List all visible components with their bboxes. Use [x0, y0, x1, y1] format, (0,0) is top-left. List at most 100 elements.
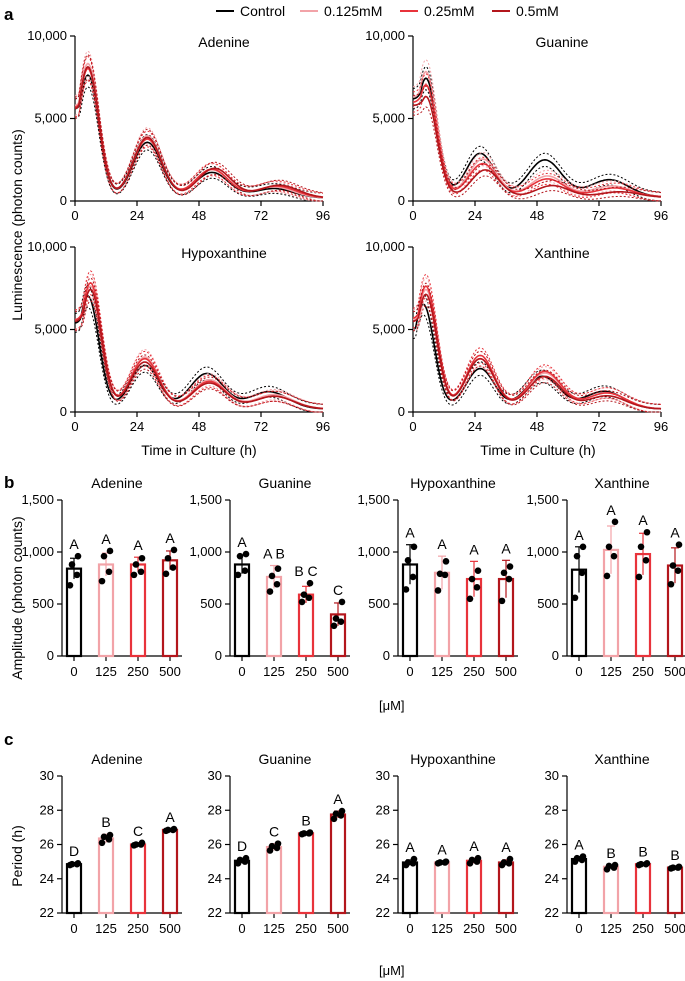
- luminescence-ylabel: Luminescence (photon counts): [9, 129, 25, 320]
- x-tick-label: 48: [192, 208, 206, 223]
- series-lower-band: [412, 300, 661, 413]
- data-point: [234, 571, 242, 579]
- data-point: [442, 558, 450, 565]
- significance-letter: A: [405, 525, 415, 541]
- data-point: [337, 618, 345, 625]
- y-tick-label: 1,500: [21, 492, 54, 507]
- unit-label-c: [μM]: [379, 963, 405, 978]
- y-tick-label: 1,500: [526, 492, 559, 507]
- series-upper-band: [74, 50, 323, 194]
- y-tick-label: 5,000: [34, 111, 67, 126]
- y-tick-label: 22: [40, 905, 54, 920]
- data-point: [436, 859, 444, 866]
- data-point: [410, 855, 418, 863]
- charts: 0 24 48 72 96 0 5,000 10,000 Adenine 0 24 48 72 96 0 5,…: [21, 28, 685, 936]
- chart-title: Adenine: [198, 34, 250, 50]
- data-point: [474, 854, 482, 862]
- data-point: [138, 554, 146, 562]
- y-tick-label: 30: [545, 768, 559, 783]
- x-tick-label: 24: [130, 208, 144, 223]
- data-point: [170, 825, 178, 833]
- period-chart-hypoxanthine: 22 24 26 28 30 Hypoxanthine 0 A 125 A 250 A 500 A: [376, 751, 518, 936]
- data-point: [468, 575, 476, 583]
- significance-letter: A: [405, 839, 415, 855]
- data-point: [74, 552, 82, 560]
- significance-letter: A: [606, 502, 616, 518]
- y-tick-label: 0: [47, 648, 54, 663]
- data-point: [132, 561, 140, 568]
- data-point: [98, 839, 106, 847]
- significance-letter: A: [165, 530, 175, 546]
- x-tick-label: 250: [632, 664, 654, 679]
- data-point: [274, 565, 282, 572]
- data-point: [642, 557, 650, 564]
- y-tick-label: 26: [208, 837, 222, 852]
- data-point: [404, 557, 412, 564]
- chart-title: Xanthine: [534, 245, 589, 261]
- panel-label-a: a: [4, 5, 14, 24]
- data-point: [635, 573, 643, 581]
- significance-letter: B: [606, 845, 615, 861]
- data-point: [266, 588, 274, 595]
- chart-title: Guanine: [259, 751, 312, 767]
- series-upper-band: [412, 73, 662, 193]
- data-point: [573, 854, 581, 862]
- significance-letter: A: [670, 525, 680, 541]
- data-point: [611, 518, 619, 526]
- data-point: [273, 580, 281, 588]
- data-point: [242, 854, 250, 862]
- y-tick-label: 500: [537, 596, 559, 611]
- bar: [129, 843, 147, 915]
- significance-letter: B: [638, 843, 647, 859]
- data-point: [506, 855, 514, 863]
- x-tick-label: 500: [159, 921, 181, 936]
- legend-label-500: 0.5mM: [516, 3, 559, 19]
- series-lower-band: [74, 297, 323, 413]
- significance-letter: A: [574, 836, 584, 852]
- y-tick-label: 24: [376, 871, 390, 886]
- y-tick-label: 28: [545, 802, 559, 817]
- data-point: [505, 575, 513, 583]
- bar: [161, 828, 179, 915]
- bar: [297, 832, 315, 915]
- x-tick-label: 0: [71, 208, 78, 223]
- series-lower-band: [412, 304, 661, 413]
- x-tick-label: 0: [406, 664, 413, 679]
- data-point: [498, 597, 506, 605]
- x-tick-label: 250: [295, 921, 317, 936]
- data-point: [268, 572, 276, 580]
- data-point: [637, 860, 645, 868]
- x-tick-label: 250: [295, 664, 317, 679]
- data-point: [68, 561, 76, 568]
- series-line-0.5mm: [74, 288, 324, 410]
- chart-title: Hypoxanthine: [410, 751, 496, 767]
- chart-title: Hypoxanthine: [410, 475, 496, 491]
- time-xlabel-left: Time in Culture (h): [141, 442, 256, 458]
- bar: [65, 567, 83, 658]
- data-point: [409, 573, 417, 581]
- data-point: [669, 562, 677, 569]
- x-tick-label: 0: [238, 664, 245, 679]
- bar: [265, 845, 283, 915]
- x-tick-label: 0: [70, 921, 77, 936]
- data-point: [605, 543, 613, 551]
- x-tick-label: 250: [463, 664, 485, 679]
- series-upper-band: [74, 54, 324, 194]
- significance-letter: B: [670, 847, 679, 863]
- data-point: [274, 840, 282, 847]
- data-point: [404, 859, 412, 866]
- x-tick-label: 24: [468, 419, 482, 434]
- x-tick-label: 24: [130, 419, 144, 434]
- y-tick-label: 22: [545, 905, 559, 920]
- data-point: [675, 863, 683, 871]
- data-point: [170, 546, 178, 554]
- y-tick-label: 0: [398, 404, 405, 419]
- unit-label-b: [μM]: [379, 698, 405, 713]
- x-tick-label: 500: [495, 664, 517, 679]
- significance-letter: A: [469, 541, 479, 557]
- data-point: [579, 543, 587, 551]
- significance-letter: A: [133, 537, 143, 553]
- x-tick-label: 0: [575, 921, 582, 936]
- legend-label-125: 0.125mM: [324, 3, 382, 19]
